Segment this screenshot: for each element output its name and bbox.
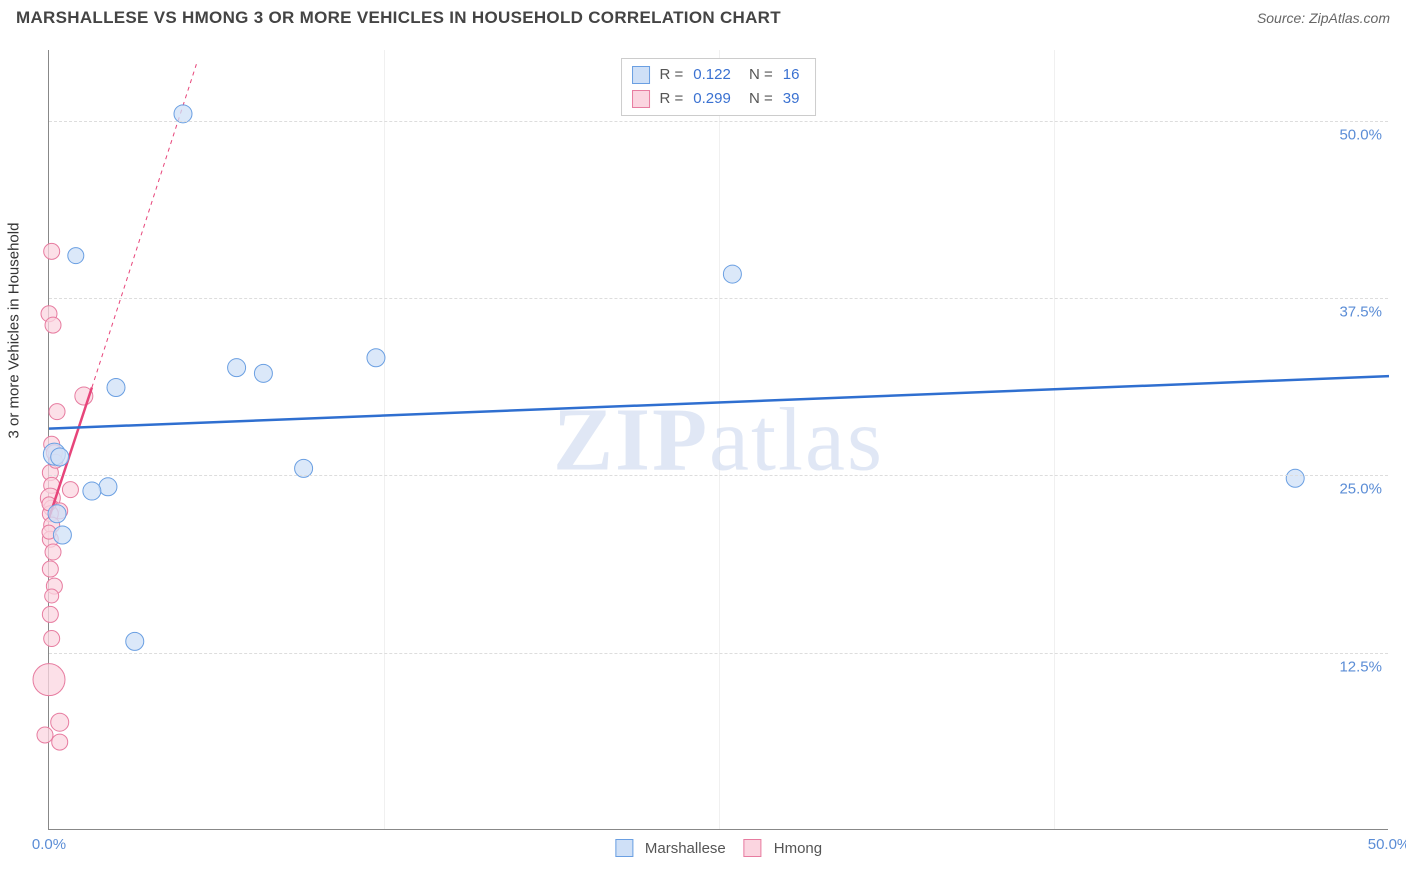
- legend-label: Hmong: [774, 840, 822, 857]
- swatch-blue: [632, 66, 650, 84]
- y-axis-label: 3 or more Vehicles in Household: [6, 223, 23, 439]
- n-value: 16: [777, 63, 806, 87]
- bottom-legend: Marshallese Hmong: [615, 839, 822, 857]
- y-tick-label: 50.0%: [1339, 126, 1382, 143]
- legend-item-hmong: Hmong: [744, 839, 822, 857]
- stats-row-pink: R = 0.299 N = 39: [632, 87, 806, 111]
- stats-legend-box: R = 0.122 N = 16 R = 0.299 N = 39: [621, 58, 817, 116]
- legend-item-marshallese: Marshallese: [615, 839, 726, 857]
- y-tick-label: 12.5%: [1339, 658, 1382, 675]
- source-label: Source: ZipAtlas.com: [1257, 10, 1390, 26]
- stats-row-blue: R = 0.122 N = 16: [632, 63, 806, 87]
- n-label: N =: [749, 63, 773, 87]
- r-label: R =: [660, 87, 684, 111]
- n-value: 39: [777, 87, 806, 111]
- header: MARSHALLESE VS HMONG 3 OR MORE VEHICLES …: [0, 0, 1406, 32]
- n-label: N =: [749, 87, 773, 111]
- y-tick-label: 25.0%: [1339, 481, 1382, 498]
- scatter-svg: [49, 50, 1388, 829]
- y-tick-label: 37.5%: [1339, 304, 1382, 321]
- x-tick-label: 0.0%: [32, 836, 66, 853]
- r-value: 0.122: [687, 63, 737, 87]
- x-tick-label: 50.0%: [1368, 836, 1406, 853]
- r-value: 0.299: [687, 87, 737, 111]
- swatch-blue: [615, 839, 633, 857]
- swatch-pink: [632, 90, 650, 108]
- swatch-pink: [744, 839, 762, 857]
- r-label: R =: [660, 63, 684, 87]
- legend-label: Marshallese: [645, 840, 726, 857]
- chart-title: MARSHALLESE VS HMONG 3 OR MORE VEHICLES …: [16, 8, 781, 28]
- chart-plot-area: ZIPatlas R = 0.122 N = 16 R = 0.299 N = …: [48, 50, 1388, 830]
